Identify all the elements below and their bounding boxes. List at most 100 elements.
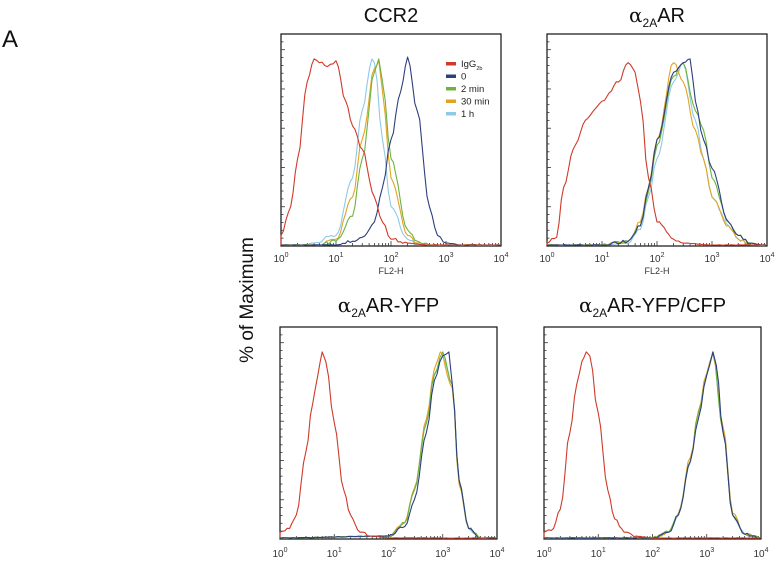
legend-label: IgG2b [461,59,482,72]
tick-base: 10 [328,254,340,265]
tick-base: 10 [645,549,657,560]
legend-swatch [446,74,456,78]
x-axis-label: FL2-H [378,266,403,276]
tick-exponent: 1 [606,252,610,259]
tick-base: 10 [594,254,606,265]
histogram-series-30-min [543,353,761,539]
tick-exponent: 4 [501,547,505,554]
tick-exponent: 4 [505,252,509,259]
histogram-series-1-h [279,355,497,539]
histogram-series-igg2b [279,351,497,539]
legend-text: 1 h [461,109,474,120]
tick-exponent: 3 [710,547,714,554]
tick-base: 10 [381,549,393,560]
legend-text: 2 min [461,84,484,95]
tick-exponent: 0 [284,547,288,554]
panel-letter: A [2,26,19,53]
x-tick-label: 104 [493,252,508,265]
tick-base: 10 [272,549,284,560]
title-subscript: 2A [643,16,658,30]
tick-exponent: 2 [395,252,399,259]
tick-base: 10 [753,549,765,560]
legend-swatch [446,62,456,66]
legend-text: 30 min [461,97,490,108]
x-tick-label: 101 [591,547,606,560]
x-tick-label: 102 [649,252,664,265]
tick-base: 10 [704,254,716,265]
tick-exponent: 3 [446,547,450,554]
x-tick-label: 104 [759,252,774,265]
title-text: AR [657,5,685,27]
histogram-series-0 [543,351,761,539]
panel-title: α2AAR-YFP [338,293,440,320]
histogram-series-1-h [543,351,761,539]
tick-base: 10 [536,549,548,560]
plot-frame [543,326,762,540]
title-greek: α [579,293,593,317]
x-tick-label: 102 [383,252,398,265]
tick-exponent: 2 [392,547,396,554]
x-axis-label: FL2-H [644,266,669,276]
x-tick-label: 104 [753,547,768,560]
tick-base: 10 [591,549,603,560]
histogram-series-igg2b [543,351,761,539]
panel-title: α2AAR [629,3,685,30]
x-tick-label: 100 [273,252,288,265]
tick-base: 10 [327,549,339,560]
tick-exponent: 0 [548,547,552,554]
tick-exponent: 1 [338,547,342,554]
title-subscript: 2A [592,306,607,320]
tick-exponent: 4 [765,547,769,554]
legend-swatch [446,87,456,91]
x-tick-label: 102 [381,547,396,560]
legend-label: 1 h [461,109,474,120]
title-text: AR-YFP [366,295,439,317]
legend-text: 0 [461,72,466,83]
histogram-series-2-min [279,351,497,539]
title-text: AR-YFP/CFP [607,295,726,317]
tick-base: 10 [273,254,285,265]
histogram-series-igg2b [546,62,766,246]
x-tick-label: 103 [704,252,719,265]
histogram-series-30-min [280,351,497,539]
tick-base: 10 [493,254,505,265]
x-tick-label: 100 [536,547,551,560]
tick-exponent: 3 [450,252,454,259]
tick-base: 10 [489,549,501,560]
tick-base: 10 [539,254,551,265]
histogram-series-igg2b [280,58,501,246]
tick-base: 10 [435,549,447,560]
panel-title: CCR2 [364,5,418,27]
tick-base: 10 [649,254,661,265]
x-tick-label: 102 [645,547,660,560]
histogram-series-2-min [544,351,761,539]
legend-subscript: 2b [476,66,482,72]
legend-text: IgG [461,59,476,70]
histogram-series-0 [546,58,767,246]
x-tick-label: 101 [327,547,342,560]
legend-label: 30 min [461,97,490,108]
tick-exponent: 2 [656,547,660,554]
legend-swatch [446,112,456,116]
x-tick-label: 103 [699,547,714,560]
x-tick-label: 100 [539,252,554,265]
histogram-series-0 [279,351,497,539]
tick-base: 10 [383,254,395,265]
x-tick-label: 103 [438,252,453,265]
panel-title: α2AAR-YFP/CFP [579,293,726,320]
tick-exponent: 3 [716,252,720,259]
tick-exponent: 1 [340,252,344,259]
tick-base: 10 [759,254,771,265]
tick-base: 10 [438,254,450,265]
x-tick-label: 101 [594,252,609,265]
title-subscript: 2A [351,306,366,320]
title-greek: α [629,3,643,27]
x-tick-label: 103 [435,547,450,560]
x-tick-label: 101 [328,252,343,265]
